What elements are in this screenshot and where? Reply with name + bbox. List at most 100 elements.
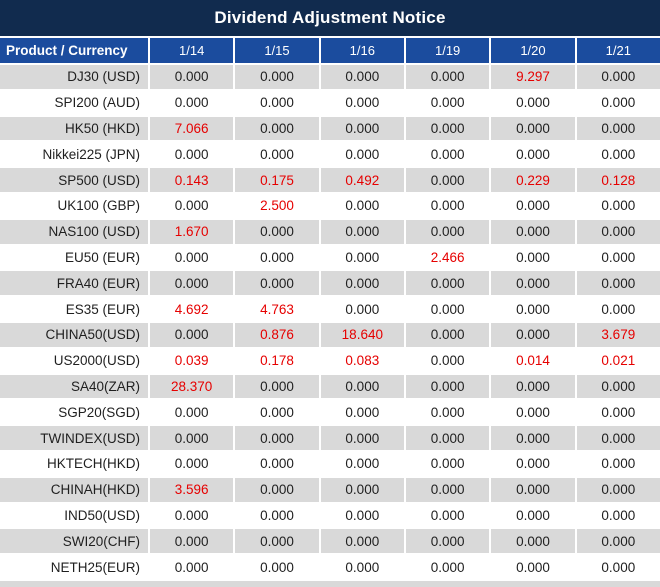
value-cell: 0.000 xyxy=(148,320,234,347)
value-cell: 0.000 xyxy=(489,140,575,167)
table-row: FRA40 (EUR) 0.000 0.000 0.000 0.000 0.00… xyxy=(0,269,660,296)
value-cell: 0.000 xyxy=(489,475,575,502)
value-cell: 0.000 xyxy=(489,88,575,115)
value-cell: 4.692 xyxy=(148,295,234,321)
value-cell: 0.000 xyxy=(148,140,234,167)
value-cell: 0.000 xyxy=(574,501,660,528)
value-cell: 0.000 xyxy=(318,191,404,218)
value-cell: 0.000 xyxy=(403,449,490,476)
value-cell: 0.000 xyxy=(318,269,404,296)
product-cell: US2000(USD) xyxy=(0,346,148,373)
value-cell: 0.000 xyxy=(318,217,404,244)
value-cell: 0.021 xyxy=(574,346,660,373)
value-cell: 0.000 xyxy=(233,553,319,579)
value-cell: 0.492 xyxy=(318,166,404,192)
value-cell: 0.143 xyxy=(148,166,234,192)
value-cell: 0.000 xyxy=(489,398,575,425)
value-cell: 0.178 xyxy=(233,346,319,373)
value-cell: 0.000 xyxy=(403,501,490,528)
value-cell: 0.000 xyxy=(233,243,319,270)
product-cell: HKTECH(HKD) xyxy=(0,449,148,476)
value-cell: 0.000 xyxy=(574,243,660,270)
value-cell: 0.229 xyxy=(489,166,575,192)
table-row: UK100 (GBP) 0.000 2.500 0.000 0.000 0.00… xyxy=(0,191,660,218)
value-cell: 0.000 xyxy=(233,527,319,554)
table-row: SPI200 (AUD) 0.000 0.000 0.000 0.000 0.0… xyxy=(0,88,660,115)
value-cell: 0.000 xyxy=(489,553,575,579)
page-title: Dividend Adjustment Notice xyxy=(0,0,660,38)
value-cell: 0.000 xyxy=(574,191,660,218)
value-cell: 0.000 xyxy=(148,449,234,476)
value-cell: 0.000 xyxy=(574,449,660,476)
product-cell: ES35 (EUR) xyxy=(0,295,148,321)
column-header-date-4: 1/19 xyxy=(403,38,490,63)
product-cell: Nikkei225 (JPN) xyxy=(0,140,148,167)
value-cell: 0.000 xyxy=(403,346,490,373)
value-cell: 0.000 xyxy=(403,63,490,89)
value-cell: 0.000 xyxy=(489,191,575,218)
value-cell: 0.000 xyxy=(318,527,404,554)
value-cell: 0.000 xyxy=(489,217,575,244)
value-cell: 0.000 xyxy=(318,553,404,579)
value-cell: 0.083 xyxy=(318,346,404,373)
table-row: SA40(ZAR) 28.370 0.000 0.000 0.000 0.000… xyxy=(0,372,660,399)
table-row: HK50 (HKD) 7.066 0.000 0.000 0.000 0.000… xyxy=(0,114,660,141)
dividend-table: Product / Currency 1/14 1/15 1/16 1/19 1… xyxy=(0,38,660,579)
table-row: SWI20(CHF) 0.000 0.000 0.000 0.000 0.000… xyxy=(0,527,660,554)
value-cell: 0.000 xyxy=(233,114,319,141)
value-cell: 0.000 xyxy=(233,88,319,115)
header-row: Product / Currency 1/14 1/15 1/16 1/19 1… xyxy=(0,38,660,63)
value-cell: 0.000 xyxy=(403,475,490,502)
value-cell: 0.014 xyxy=(489,346,575,373)
value-cell: 0.000 xyxy=(318,114,404,141)
value-cell: 0.000 xyxy=(318,140,404,167)
value-cell: 0.000 xyxy=(148,553,234,579)
value-cell: 0.000 xyxy=(148,88,234,115)
product-cell: FRA40 (EUR) xyxy=(0,269,148,296)
value-cell: 7.066 xyxy=(148,114,234,141)
table-row: SGP20(SGD) 0.000 0.000 0.000 0.000 0.000… xyxy=(0,398,660,425)
product-cell: UK100 (GBP) xyxy=(0,191,148,218)
value-cell: 0.000 xyxy=(403,88,490,115)
table-row: US2000(USD) 0.039 0.178 0.083 0.000 0.01… xyxy=(0,346,660,373)
product-cell: DJ30 (USD) xyxy=(0,63,148,89)
table-row: Nikkei225 (JPN) 0.000 0.000 0.000 0.000 … xyxy=(0,140,660,167)
value-cell: 0.000 xyxy=(403,269,490,296)
value-cell: 0.000 xyxy=(318,295,404,321)
value-cell: 0.000 xyxy=(403,527,490,554)
value-cell: 0.000 xyxy=(403,372,490,399)
value-cell: 2.466 xyxy=(403,243,490,270)
value-cell: 0.000 xyxy=(574,398,660,425)
value-cell: 0.000 xyxy=(574,88,660,115)
table-row: NETH25(EUR) 0.000 0.000 0.000 0.000 0.00… xyxy=(0,553,660,579)
column-header-date-3: 1/16 xyxy=(318,38,404,63)
table-row: HKTECH(HKD) 0.000 0.000 0.000 0.000 0.00… xyxy=(0,449,660,476)
value-cell: 3.679 xyxy=(574,320,660,347)
value-cell: 0.000 xyxy=(318,449,404,476)
partial-next-row xyxy=(0,578,660,587)
column-header-date-5: 1/20 xyxy=(489,38,575,63)
value-cell: 0.000 xyxy=(403,114,490,141)
value-cell: 0.000 xyxy=(148,269,234,296)
value-cell: 0.000 xyxy=(574,553,660,579)
product-cell: HK50 (HKD) xyxy=(0,114,148,141)
value-cell: 0.128 xyxy=(574,166,660,192)
value-cell: 0.000 xyxy=(318,398,404,425)
value-cell: 0.000 xyxy=(403,320,490,347)
table-row: DJ30 (USD) 0.000 0.000 0.000 0.000 9.297… xyxy=(0,63,660,89)
value-cell: 0.000 xyxy=(489,295,575,321)
value-cell: 0.000 xyxy=(489,372,575,399)
value-cell: 0.000 xyxy=(403,140,490,167)
value-cell: 0.175 xyxy=(233,166,319,192)
value-cell: 0.000 xyxy=(233,269,319,296)
value-cell: 0.000 xyxy=(318,372,404,399)
value-cell: 0.000 xyxy=(574,114,660,141)
value-cell: 0.876 xyxy=(233,320,319,347)
product-cell: CHINA50(USD) xyxy=(0,320,148,347)
value-cell: 28.370 xyxy=(148,372,234,399)
value-cell: 0.000 xyxy=(489,269,575,296)
value-cell: 0.000 xyxy=(403,398,490,425)
value-cell: 0.000 xyxy=(233,140,319,167)
value-cell: 0.000 xyxy=(403,424,490,450)
